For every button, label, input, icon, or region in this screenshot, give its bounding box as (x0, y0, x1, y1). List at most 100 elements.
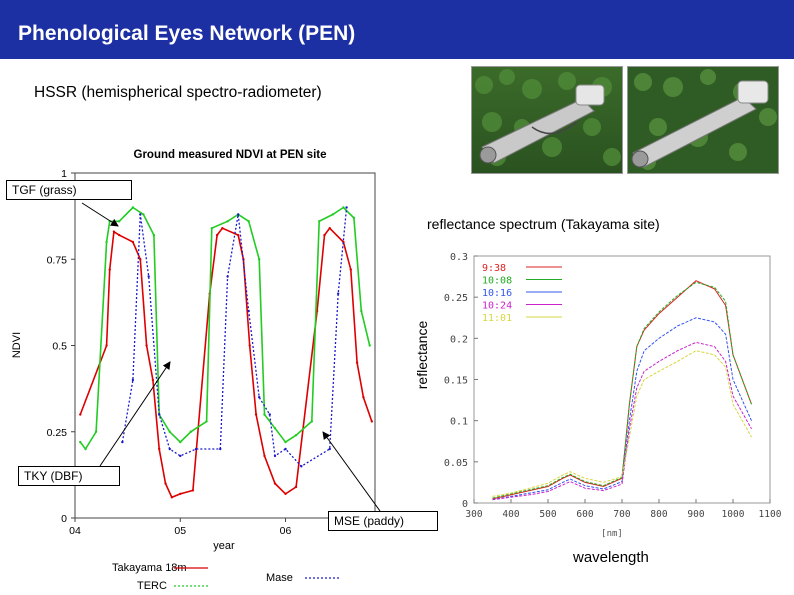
spectrum-y-tick-label: 0.05 (444, 458, 468, 469)
spectrum-x-tick-label: 900 (687, 509, 704, 520)
spectrum-x-tick-label: 1000 (722, 509, 745, 520)
tgf-label: TGF (grass) (6, 180, 132, 200)
spectrum-x-tick-label: 500 (539, 509, 556, 520)
ndvi-series-point (236, 213, 240, 216)
ndvi-series-point (226, 275, 229, 278)
ndvi-series-point (352, 216, 356, 220)
ndvi-series-point (360, 309, 363, 313)
spectrum-title: reflectance spectrum (Takayama site) (427, 216, 660, 232)
ndvi-legend-label: Takayama 18m (112, 562, 187, 574)
spectrum-y-tick-label: 0.3 (450, 252, 468, 263)
ndvi-x-tick-label: 04 (69, 525, 81, 537)
mse-label: MSE (paddy) (328, 511, 438, 531)
tgf-arrow (81, 202, 119, 227)
ndvi-series-point (254, 413, 258, 416)
ndvi-series-point (236, 233, 240, 237)
ndvi-series-point (370, 420, 374, 423)
ndvi-series-point (284, 440, 287, 444)
ndvi-series-point (349, 268, 352, 271)
ndvi-series-point (139, 258, 142, 261)
ndvi-series-point (179, 492, 182, 496)
ndvi-chart-title: Ground measured NDVI at PEN site (134, 149, 327, 161)
spectrum-x-tick-label: 800 (650, 509, 667, 520)
ndvi-series-point (331, 213, 335, 216)
ndvi-series-point (168, 447, 171, 451)
wavelength-axis-label: wavelength (573, 549, 649, 566)
hssr-photo-right (627, 66, 779, 174)
spectrum-x-tick-label: 1100 (759, 509, 782, 520)
spectrum-series-line-2 (492, 317, 752, 501)
spectrum-x-tick-label: 400 (502, 509, 519, 520)
ndvi-series-point (194, 447, 198, 451)
ndvi-series-point (158, 447, 161, 451)
ndvi-series-point (248, 344, 251, 347)
mse-arrow (322, 431, 381, 512)
ndvi-series-point (247, 220, 250, 223)
ndvi-series-point (131, 240, 135, 244)
ndvi-series-point (147, 275, 150, 278)
ndvi-series-point (247, 309, 250, 313)
ndvi-series-point (328, 227, 331, 230)
spectrum-series-line-4 (492, 350, 752, 497)
ndvi-series-point (300, 465, 303, 468)
ndvi-series-point (105, 344, 108, 347)
ndvi-series-point (258, 258, 261, 261)
ndvi-y-tick-label: 0.75 (47, 254, 68, 266)
spectrum-x-unit: [nm] (601, 529, 623, 539)
spectrum-y-tick-label: 0 (462, 499, 468, 510)
spectrum-series-line-1 (492, 281, 752, 499)
ndvi-series-point (273, 427, 277, 430)
ndvi-series-line-2 (121, 207, 348, 468)
spectrum-y-tick-label: 0.2 (450, 334, 468, 345)
ndvi-series-point (105, 240, 108, 244)
ndvi-y-tick-label: 0.25 (47, 427, 68, 439)
ndvi-series-point (108, 268, 111, 271)
hssr-photo-left (471, 66, 623, 174)
ndvi-series-point (263, 454, 266, 458)
ndvi-series-point (112, 230, 116, 233)
ndvi-series-point (273, 482, 277, 485)
ndvi-series-point (131, 206, 135, 209)
ndvi-series-point (179, 454, 182, 458)
ndvi-series-point (342, 206, 345, 209)
ndvi-legend-label: TERC (137, 580, 167, 592)
ndvi-series-point (258, 396, 261, 399)
ndvi-series-point (164, 482, 167, 485)
ndvi-series-point (205, 420, 208, 423)
ndvi-y-tick-label: 0.5 (52, 341, 67, 353)
ndvi-series-point (84, 447, 87, 451)
ndvi-series-point (215, 233, 219, 237)
tky-label: TKY (DBF) (18, 466, 120, 486)
ndvi-series-point (145, 344, 148, 347)
ndvi-y-tick-label: 1 (61, 168, 67, 180)
spectrum-plot-frame (473, 255, 771, 504)
spectrum-x-tick-label: 300 (465, 509, 482, 520)
spectrum-legend-label: 10:16 (482, 288, 512, 299)
ndvi-series-point (151, 378, 155, 382)
ndvi-series-point (355, 361, 359, 364)
ndvi-series-point (328, 447, 331, 451)
ndvi-series-point (131, 378, 135, 382)
spectrum-x-tick-label: 700 (613, 509, 630, 520)
spectrum-legend-label: 10:24 (482, 301, 512, 312)
ndvi-series-point (79, 440, 82, 444)
ndvi-series-point (94, 430, 98, 433)
instrument-subtitle: HSSR (hemispherical spectro-radiometer) (34, 84, 322, 101)
spectrum-series-line-3 (492, 341, 752, 501)
ndvi-x-tick-label: 06 (280, 525, 292, 537)
ndvi-y-axis-label: NDVI (11, 332, 23, 358)
ndvi-x-axis-label: year (213, 540, 235, 552)
ndvi-series-point (284, 492, 287, 496)
tky-arrow (99, 361, 171, 467)
ndvi-legend-label: Mase (266, 572, 293, 584)
spectrum-legend-label: 10:08 (482, 276, 512, 287)
ndvi-series-point (168, 430, 171, 433)
ndvi-series-point (158, 413, 161, 416)
spectrum-series-line-0 (492, 280, 752, 500)
ndvi-series-point (79, 413, 82, 416)
ndvi-series-point (139, 213, 142, 216)
ndvi-series-point (263, 413, 266, 416)
